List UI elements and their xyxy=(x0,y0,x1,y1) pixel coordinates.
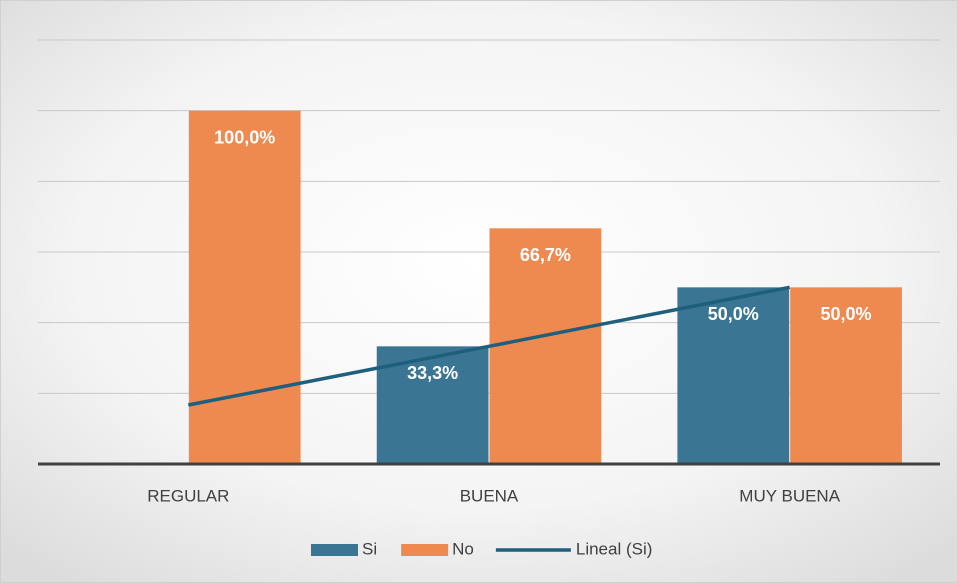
data-label: 66,7% xyxy=(520,245,571,265)
legend: Si No Lineal (Si) xyxy=(311,539,652,558)
legend-swatch xyxy=(401,544,449,556)
x-tick-label: REGULAR xyxy=(147,486,229,505)
bar xyxy=(188,110,301,465)
overlay: REGULAR 100,0% BUENA 33,3% 66,7% MUY BUENA 50,… xyxy=(38,127,940,505)
data-label: 50,0% xyxy=(708,304,759,324)
x-tick-label: BUENA xyxy=(460,486,519,505)
legend-label: Si xyxy=(362,539,377,558)
data-label: 50,0% xyxy=(821,304,872,324)
legend-label: Lineal (Si) xyxy=(576,539,653,558)
data-label: 33,3% xyxy=(407,363,458,383)
legend-label: No xyxy=(452,539,474,558)
x-tick-label: MUY BUENA xyxy=(739,486,840,505)
grid xyxy=(38,39,940,394)
bar xyxy=(790,287,902,464)
legend-swatch xyxy=(311,544,358,556)
trend-line xyxy=(187,285,791,407)
bar xyxy=(489,228,602,464)
bar xyxy=(677,287,790,464)
data-label: 100,0% xyxy=(214,127,275,147)
